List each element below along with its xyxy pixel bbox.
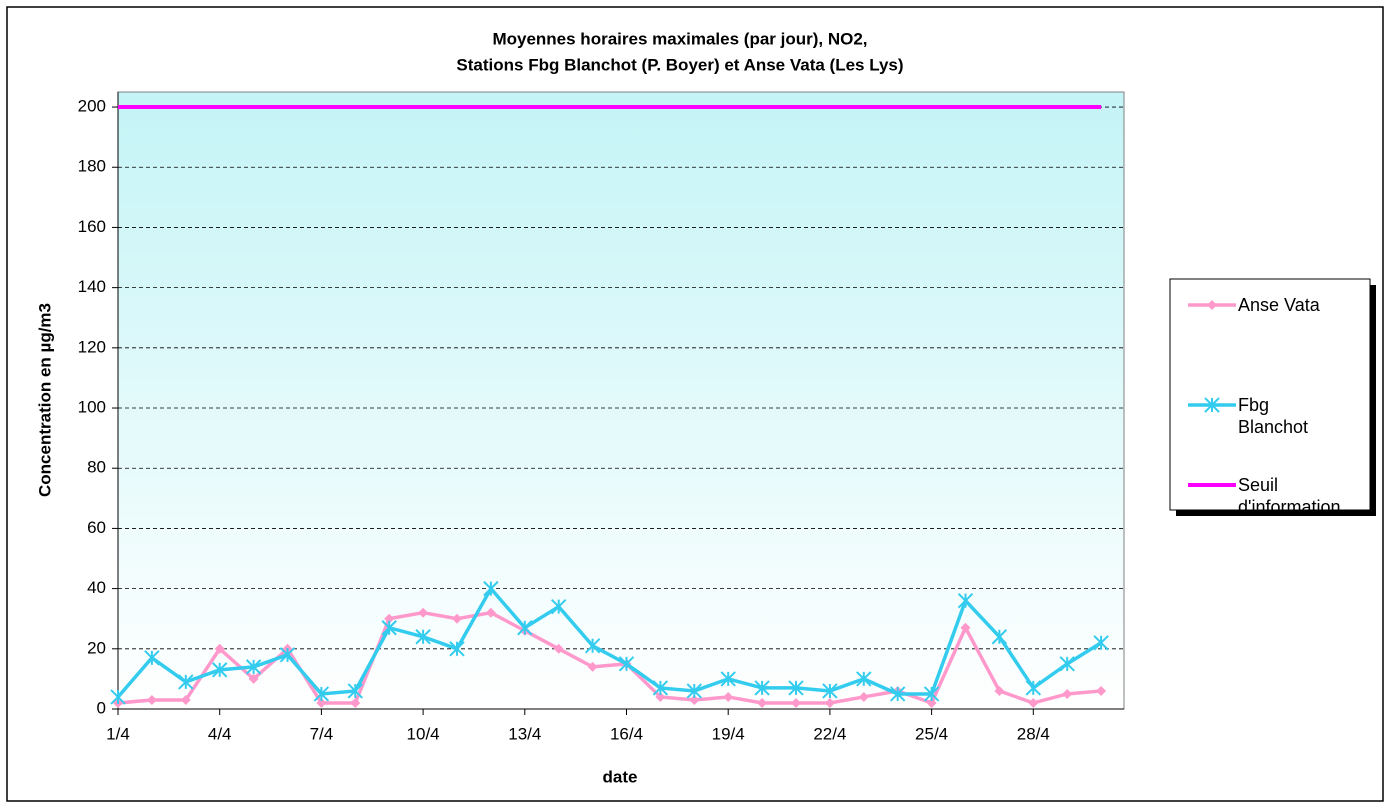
- legend-label: Anse Vata: [1238, 295, 1320, 315]
- marker: [418, 607, 429, 618]
- marker: [483, 580, 499, 597]
- marker: [485, 607, 496, 618]
- x-tick-label: 28/4: [1017, 724, 1050, 743]
- x-axis-label: date: [603, 767, 638, 786]
- y-tick-label: 180: [78, 157, 106, 176]
- marker: [245, 659, 262, 675]
- marker: [1059, 656, 1075, 672]
- marker: [957, 592, 974, 609]
- marker: [214, 643, 225, 654]
- marker: [960, 622, 971, 633]
- marker: [584, 638, 601, 654]
- marker: [889, 686, 906, 702]
- y-tick-label: 140: [78, 277, 106, 296]
- marker: [858, 691, 869, 702]
- marker: [720, 671, 736, 687]
- marker: [211, 662, 228, 678]
- y-tick-label: 160: [78, 217, 106, 236]
- y-tick-label: 0: [97, 698, 106, 717]
- marker: [384, 613, 395, 624]
- legend-box: [1169, 278, 1371, 511]
- x-tick-label: 25/4: [915, 724, 948, 743]
- x-tick-label: 10/4: [407, 724, 440, 743]
- x-tick-label: 19/4: [712, 724, 745, 743]
- marker: [1093, 635, 1109, 651]
- marker: [1204, 397, 1220, 413]
- y-tick-label: 200: [78, 97, 106, 116]
- y-tick-label: 60: [87, 518, 106, 537]
- marker: [791, 697, 801, 708]
- marker: [1096, 685, 1107, 696]
- x-tick-label: 7/4: [310, 724, 334, 743]
- marker: [449, 641, 465, 657]
- marker: [110, 689, 126, 705]
- marker: [587, 661, 598, 672]
- marker: [1207, 300, 1217, 310]
- legend-label: Fbg Blanchot: [1238, 395, 1309, 437]
- marker: [347, 683, 364, 699]
- plot-area: [117, 91, 1125, 710]
- series-line: [117, 610, 1102, 706]
- chart-title: Stations Fbg Blanchot (P. Boyer) et Anse…: [456, 55, 903, 74]
- x-tick-label: 1/4: [106, 724, 130, 743]
- marker: [991, 629, 1008, 645]
- y-axis-label: Concentration en µg/m3: [35, 303, 54, 497]
- marker: [822, 683, 838, 699]
- marker: [655, 691, 666, 702]
- marker: [923, 686, 940, 702]
- x-tick-label: 16/4: [610, 724, 643, 743]
- marker: [1025, 680, 1042, 696]
- marker: [754, 680, 770, 696]
- marker: [316, 697, 327, 708]
- marker: [757, 697, 768, 708]
- marker: [689, 694, 700, 705]
- marker: [652, 680, 669, 696]
- y-tick-label: 20: [87, 638, 106, 657]
- x-tick-label: 22/4: [813, 724, 846, 743]
- y-tick-label: 120: [78, 337, 106, 356]
- chart-title: Moyennes horaires maximales (par jour), …: [492, 29, 867, 48]
- marker: [350, 697, 361, 708]
- marker: [824, 697, 835, 708]
- marker: [788, 680, 804, 696]
- marker: [550, 598, 567, 615]
- x-tick-label: 13/4: [508, 724, 541, 743]
- series-line: [116, 585, 1103, 699]
- marker: [1062, 688, 1073, 699]
- x-tick-label: 4/4: [208, 724, 232, 743]
- marker: [144, 650, 160, 666]
- marker: [381, 620, 397, 636]
- y-tick-label: 40: [87, 578, 106, 597]
- marker: [180, 694, 191, 705]
- marker: [553, 643, 564, 654]
- marker: [248, 673, 259, 684]
- marker: [856, 671, 872, 687]
- legend-label: Seuil d'information: [1238, 475, 1341, 517]
- marker: [313, 686, 330, 702]
- marker: [178, 674, 194, 690]
- marker: [452, 613, 462, 624]
- marker: [994, 685, 1005, 696]
- marker: [517, 620, 533, 636]
- marker: [279, 647, 296, 663]
- marker: [146, 694, 157, 705]
- y-tick-label: 80: [87, 458, 106, 477]
- marker: [686, 683, 703, 699]
- y-tick-label: 100: [78, 398, 106, 417]
- marker: [1028, 697, 1039, 708]
- marker: [926, 697, 937, 708]
- marker: [723, 691, 734, 702]
- marker: [618, 656, 635, 672]
- marker: [415, 629, 431, 645]
